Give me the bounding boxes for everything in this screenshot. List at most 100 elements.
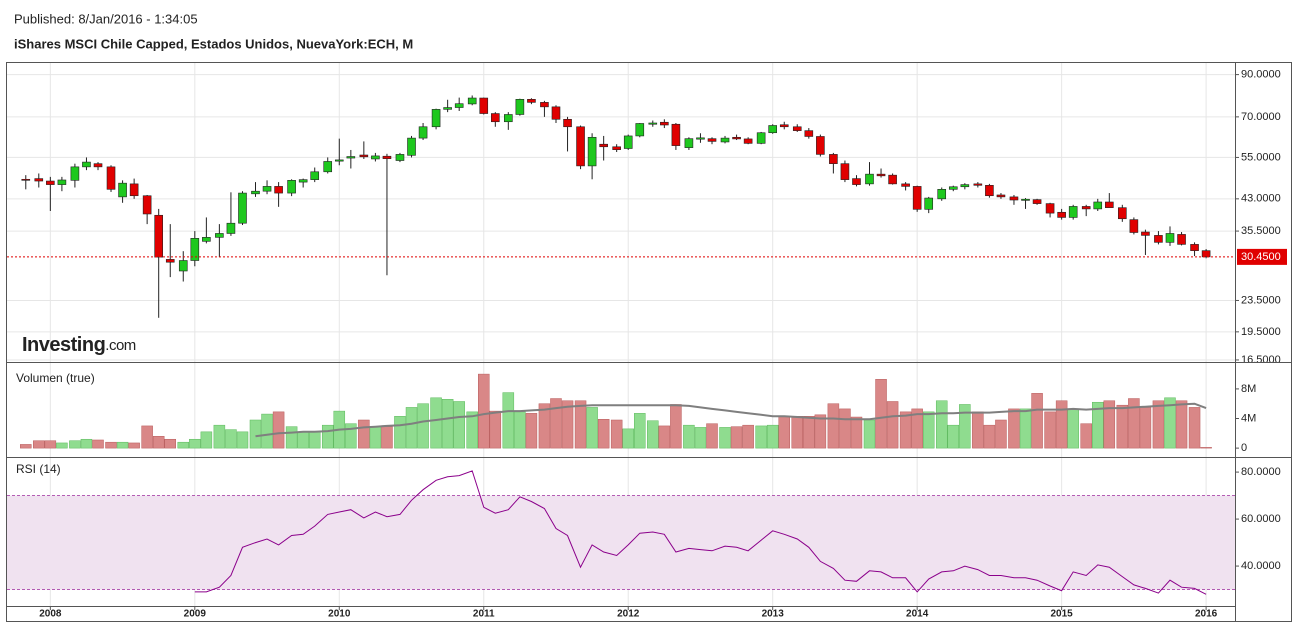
- volume-bar: [1103, 400, 1116, 449]
- candle-body: [93, 163, 103, 168]
- candle-body: [829, 154, 838, 164]
- volume-bar: [983, 424, 996, 449]
- volume-bar: [791, 416, 804, 449]
- y-tick-label: 19.5000: [1241, 326, 1281, 338]
- candle-body: [816, 136, 825, 155]
- candle-body: [154, 214, 163, 258]
- y-tick-label: 80.0000: [1241, 466, 1281, 478]
- volume-average: [255, 402, 1207, 438]
- last-price-box: [1237, 248, 1287, 265]
- candle-body: [612, 146, 621, 150]
- x-tick-label: 2013: [762, 609, 785, 620]
- candle-body: [901, 183, 910, 187]
- volume-bar: [92, 439, 104, 449]
- volume-bar: [177, 441, 190, 449]
- volume-bar: [1175, 400, 1188, 449]
- candle-body: [515, 99, 525, 115]
- candle-body: [443, 107, 452, 110]
- candle-body: [587, 136, 597, 167]
- volume-bar: [213, 424, 226, 449]
- candle-body: [431, 109, 441, 128]
- volume-bar: [321, 424, 334, 449]
- volume-bar: [525, 413, 538, 449]
- volume-bar: [1092, 401, 1104, 449]
- plot-layer: 2008 2009 2010 2011 2012 2013 2014 2015 2016 90.0…: [7, 62, 1287, 620]
- volume-bar: [200, 431, 213, 449]
- candle-body: [34, 178, 44, 182]
- candle-body: [1129, 219, 1139, 233]
- x-tick-label: 2016: [1195, 609, 1218, 620]
- volume-bar: [478, 373, 490, 449]
- candle-body: [1177, 234, 1186, 245]
- candle-body: [527, 99, 536, 103]
- candle-body: [118, 182, 127, 198]
- candle-body: [129, 183, 139, 197]
- y-tick-label: 90.0000: [1241, 69, 1281, 81]
- volume-bar: [863, 419, 876, 449]
- rsi-band: [7, 495, 1235, 590]
- candle-body: [623, 135, 633, 149]
- candle-body: [792, 126, 802, 131]
- candle-body: [323, 161, 333, 173]
- volume-bar: [658, 425, 671, 449]
- volume-bar: [574, 400, 587, 449]
- volume-bar: [766, 424, 779, 449]
- volume-bar: [236, 431, 249, 449]
- volume-bar: [755, 425, 767, 449]
- candle-body: [876, 173, 886, 177]
- x-tick-label: 2012: [617, 609, 640, 620]
- volume-bar: [959, 404, 971, 449]
- candle-body: [371, 155, 380, 160]
- volume-bar: [297, 431, 309, 449]
- volume-bar: [152, 436, 165, 449]
- volume-bar: [56, 442, 68, 449]
- candle-body: [1093, 201, 1103, 210]
- volume-bar: [610, 419, 623, 449]
- candle-body: [973, 183, 983, 186]
- volume-bar: [466, 411, 478, 449]
- candle-body: [563, 118, 572, 128]
- logo: Investing.com: [22, 334, 136, 356]
- candle-body: [779, 124, 789, 128]
- y-tick-label: 55.0000: [1241, 151, 1281, 163]
- volume-bar: [285, 426, 298, 449]
- candle-body: [251, 190, 260, 195]
- volume-bar: [369, 426, 382, 449]
- y-tick-label: 35.5000: [1241, 225, 1281, 237]
- candle-body: [1201, 250, 1211, 258]
- candle-body: [1141, 231, 1150, 236]
- candle-body: [202, 237, 211, 242]
- volume-bar: [1067, 408, 1079, 449]
- candle-body: [418, 126, 428, 139]
- candle-body: [346, 156, 356, 159]
- volume-bar: [1116, 404, 1129, 449]
- candle-body: [1032, 199, 1042, 204]
- candle-body: [1021, 198, 1030, 201]
- logo-name: Investing: [22, 334, 105, 356]
- candle-body: [540, 102, 549, 108]
- volume-bar: [622, 428, 634, 449]
- volume-bar: [514, 411, 526, 449]
- panel-title: RSI (14): [16, 462, 61, 476]
- volume-bar: [1044, 411, 1056, 449]
- volume-bar: [405, 407, 418, 449]
- candle-body: [274, 186, 283, 194]
- candle-body: [1081, 206, 1091, 210]
- x-tick-label: 2011: [473, 609, 495, 620]
- volume-bar: [1128, 398, 1140, 449]
- volume-bar: [502, 392, 515, 449]
- candle-body: [924, 197, 934, 210]
- candle-body: [576, 126, 585, 167]
- volume-bar: [345, 423, 357, 449]
- candle-body: [165, 259, 175, 263]
- x-tick-label: 2014: [906, 609, 929, 620]
- candle-body: [215, 233, 224, 238]
- candle-body: [21, 178, 31, 181]
- volume-bar: [911, 408, 923, 449]
- published: Published: 8/Jan/2016 - 1:34:05: [14, 11, 198, 26]
- volume-bar: [827, 403, 840, 449]
- volume-bar: [430, 397, 442, 449]
- volume-bar: [634, 413, 646, 449]
- volume-bar: [742, 424, 754, 449]
